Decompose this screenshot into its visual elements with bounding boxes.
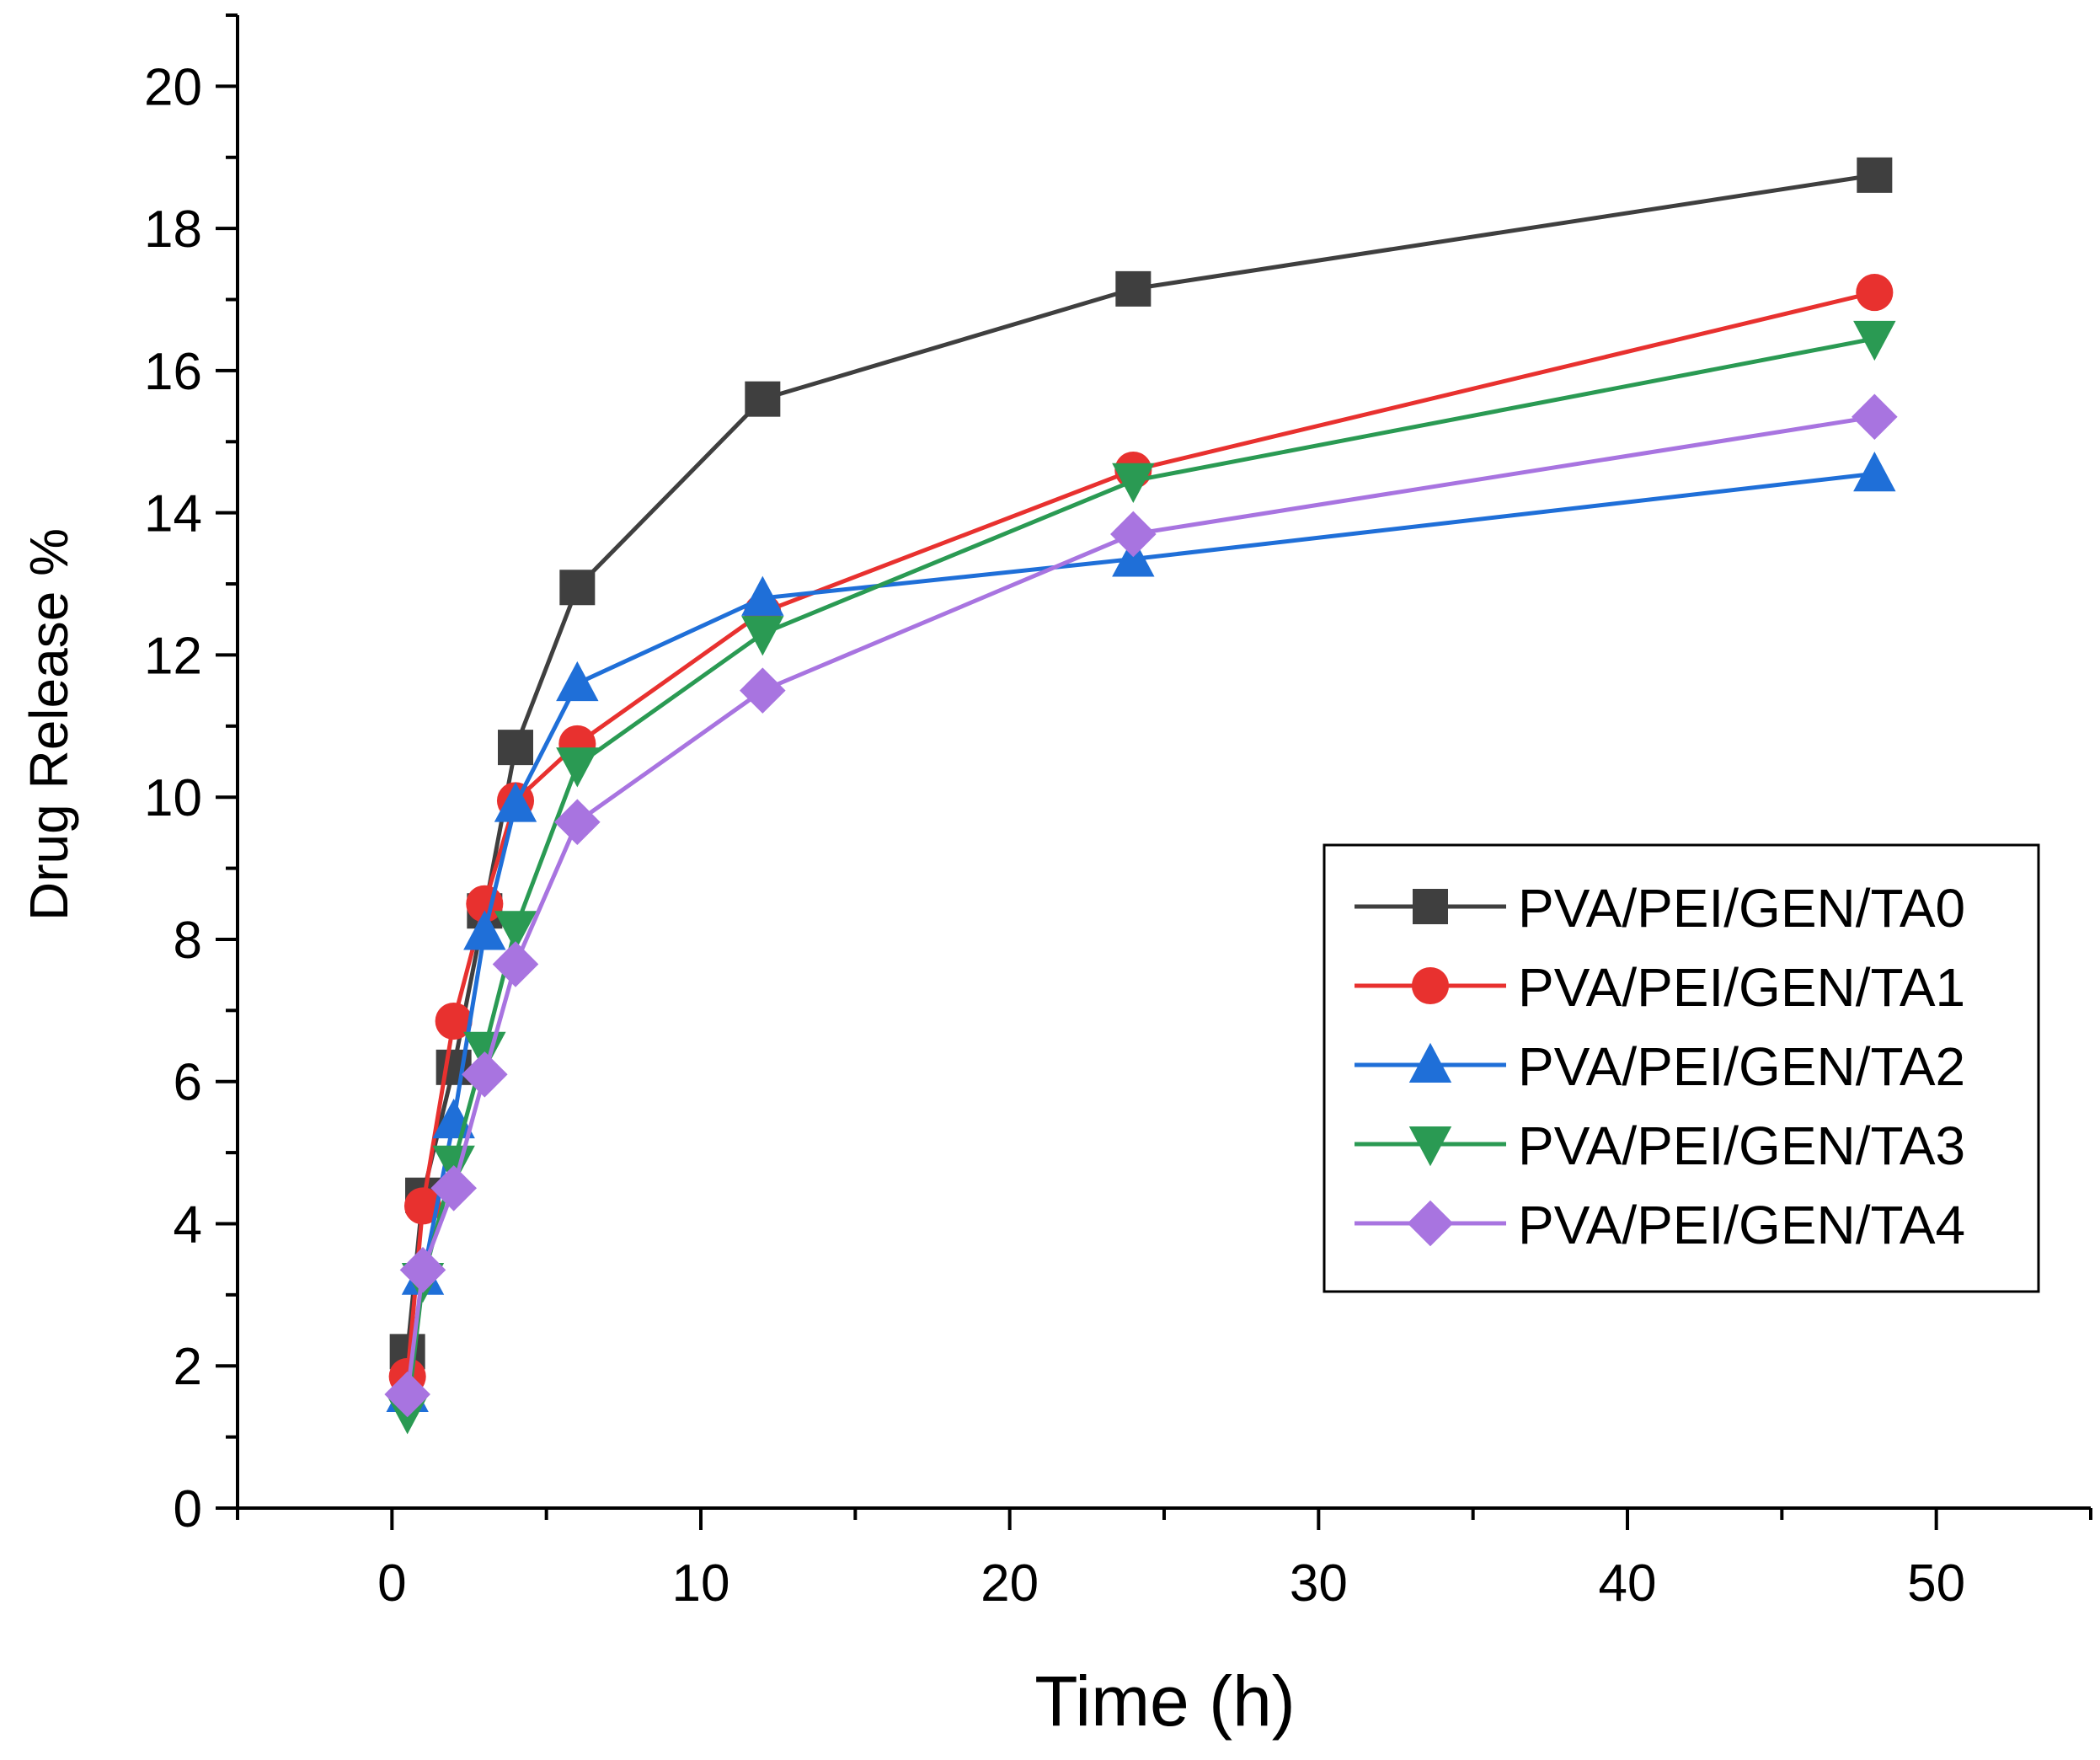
data-point — [1852, 393, 1898, 441]
legend-item: PVA/PEI/GEN/TA2 — [1355, 1036, 1965, 1097]
x-tick-label: 20 — [981, 1554, 1039, 1613]
data-point — [1112, 463, 1155, 503]
y-tick-label: 6 — [174, 1054, 202, 1112]
data-point — [556, 661, 599, 702]
legend-marker — [1408, 1126, 1452, 1167]
data-point — [494, 911, 537, 951]
data-point — [498, 730, 533, 766]
y-tick-label: 10 — [144, 769, 202, 827]
axes: 0 2 4 6 8 10 12 14 16 18 20 0 10 20 30 40 50 — [144, 13, 2092, 1613]
series-pva-pei-gen-ta2 — [386, 452, 1896, 1412]
data-point — [463, 910, 506, 950]
x-axis-title: Time (h) — [1034, 1661, 1296, 1741]
data-point — [1115, 270, 1152, 307]
legend-marker — [1413, 889, 1448, 924]
legend: PVA/PEI/GEN/TA0 PVA/PEI/GEN/TA1 PVA/PEI/GE… — [1323, 843, 2040, 1293]
legend-label: PVA/PEI/GEN/TA4 — [1518, 1195, 1965, 1255]
data-point — [1110, 511, 1157, 558]
x-tick-label: 30 — [1290, 1554, 1348, 1613]
legend-label: PVA/PEI/GEN/TA3 — [1518, 1115, 1965, 1176]
legend-marker — [1408, 1042, 1452, 1083]
x-tick-label: 40 — [1599, 1554, 1657, 1613]
legend-label: PVA/PEI/GEN/TA1 — [1518, 957, 1965, 1018]
data-point — [403, 1187, 442, 1225]
data-point — [556, 747, 599, 788]
y-tick-label: 18 — [144, 201, 202, 259]
series-pva-pei-gen-ta4 — [384, 393, 1898, 1418]
data-point — [430, 1164, 477, 1212]
data-point — [1853, 452, 1896, 492]
x-tick-label: 0 — [377, 1554, 406, 1613]
legend-item: PVA/PEI/GEN/TA3 — [1355, 1115, 1965, 1176]
data-point — [741, 575, 784, 616]
y-tick-label: 0 — [174, 1480, 202, 1538]
x-tick-label: 10 — [672, 1554, 730, 1613]
data-point — [740, 667, 786, 714]
y-tick-label: 20 — [144, 58, 202, 116]
y-tick-label: 12 — [144, 627, 202, 685]
y-tick-label: 2 — [174, 1338, 202, 1396]
legend-item: PVA/PEI/GEN/TA4 — [1355, 1195, 1965, 1255]
y-tick-label: 4 — [174, 1196, 202, 1254]
data-point — [1856, 274, 1894, 312]
data-point — [741, 616, 784, 656]
series-layer — [384, 157, 1898, 1435]
data-point — [1857, 157, 1893, 193]
data-point — [399, 1247, 446, 1293]
data-point — [384, 1371, 430, 1418]
data-point — [492, 941, 539, 987]
data-point — [462, 1051, 508, 1098]
data-point — [1853, 320, 1896, 361]
data-point — [559, 570, 596, 606]
data-point — [554, 799, 601, 846]
y-tick-label: 14 — [144, 485, 202, 543]
legend-label: PVA/PEI/GEN/TA0 — [1518, 878, 1965, 939]
y-axis-title: Drug Release % — [19, 528, 79, 921]
data-point — [494, 782, 537, 822]
legend-marker — [1411, 966, 1450, 1005]
data-point — [745, 381, 781, 417]
y-tick-label: 16 — [144, 343, 202, 401]
legend-label: PVA/PEI/GEN/TA2 — [1518, 1036, 1965, 1097]
y-tick-label: 8 — [174, 912, 202, 970]
legend-item: PVA/PEI/GEN/TA0 — [1355, 878, 1965, 939]
legend-marker — [1407, 1200, 1454, 1247]
legend-item: PVA/PEI/GEN/TA1 — [1355, 957, 1965, 1018]
data-point — [435, 1002, 473, 1040]
x-tick-label: 50 — [1907, 1554, 1965, 1613]
